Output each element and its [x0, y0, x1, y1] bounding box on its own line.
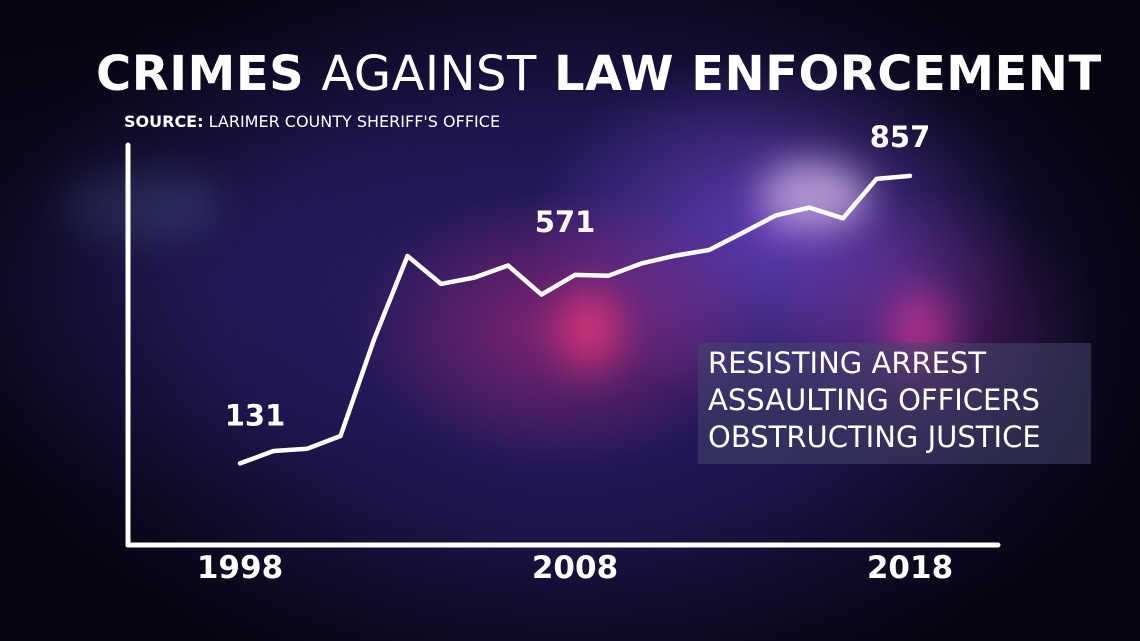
data-point-2000	[305, 446, 309, 451]
data-label-857: 857	[870, 120, 931, 154]
data-label-131: 131	[225, 398, 286, 432]
data-point-2001	[338, 434, 343, 438]
data-point-2002	[372, 337, 376, 342]
title-part-against: AGAINST	[321, 46, 537, 102]
data-labels: 131 571 857	[225, 120, 931, 433]
x-tick-label-2018: 2018	[867, 550, 953, 586]
source-text: LARIMER COUNTY SHERIFF'S OFFICE	[208, 112, 501, 131]
data-point-2012	[707, 248, 711, 252]
data-point-2005	[472, 275, 477, 280]
data-point-2017	[874, 176, 879, 181]
x-tick-labels: 1998 2008 2018	[197, 550, 953, 586]
title-part-law-enforcement: LAW ENFORCEMENT	[553, 46, 1102, 102]
data-label-571: 571	[535, 205, 596, 239]
x-tick-label-2008: 2008	[532, 550, 618, 586]
data-point-2008	[573, 272, 577, 277]
source-line: SOURCE: LARIMER COUNTY SHERIFF'S OFFICE	[124, 112, 500, 131]
data-point-2010	[640, 261, 644, 266]
legend-line-assaulting-officers: ASSAULTING OFFICERS	[708, 383, 1040, 417]
data-point-2018	[908, 173, 912, 178]
data-point-2011	[673, 253, 678, 258]
data-point-2004	[439, 281, 443, 286]
data-point-2007	[539, 292, 544, 297]
data-point-1998	[238, 461, 242, 466]
title-part-crimes: CRIMES	[96, 46, 305, 102]
legend-box: RESISTING ARREST ASSAULTING OFFICERS OBS…	[698, 343, 1091, 464]
data-points	[238, 173, 912, 466]
legend-line-resisting-arrest: RESISTING ARREST	[708, 346, 987, 380]
legend-line-obstructing-justice: OBSTRUCTING JUSTICE	[708, 420, 1041, 454]
data-point-2006	[506, 263, 510, 268]
data-point-2015	[807, 205, 812, 210]
data-point-2014	[774, 213, 778, 218]
data-point-2003	[405, 254, 410, 258]
source-label: SOURCE:	[124, 112, 204, 131]
data-point-2013	[740, 230, 745, 235]
data-point-2016	[841, 216, 845, 221]
x-tick-label-1998: 1998	[197, 550, 283, 586]
data-point-1999	[271, 449, 276, 453]
chart-title: CRIMES AGAINST LAW ENFORCEMENT	[96, 46, 1102, 102]
data-point-2009	[606, 273, 611, 278]
